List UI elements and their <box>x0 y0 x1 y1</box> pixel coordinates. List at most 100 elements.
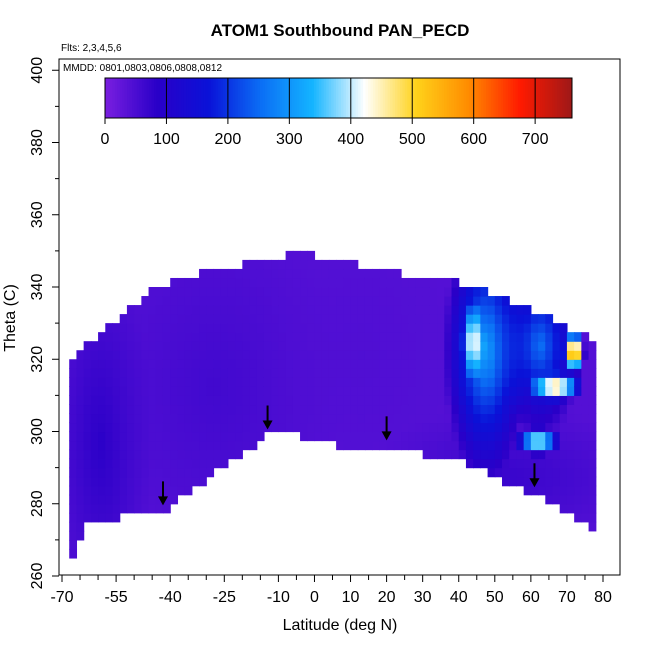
heatmap-cell <box>458 323 467 333</box>
heatmap-cell <box>170 386 179 396</box>
heatmap-cell <box>263 314 272 324</box>
heatmap-cell <box>581 485 590 496</box>
heatmap-cell <box>588 413 597 424</box>
heatmap-cell <box>415 440 424 451</box>
heatmap-cell <box>545 485 554 496</box>
heatmap-cell <box>458 440 467 451</box>
heatmap-cell <box>242 368 251 378</box>
heatmap-cell <box>343 386 352 396</box>
colorbar-swatch <box>242 78 246 118</box>
heatmap-cell <box>235 314 243 324</box>
heatmap-cell <box>321 359 330 369</box>
heatmap-cell <box>480 323 489 333</box>
heatmap-cell <box>574 494 582 505</box>
heatmap-cell <box>148 350 157 360</box>
heatmap-cell <box>574 332 582 342</box>
heatmap-cell <box>480 377 489 387</box>
heatmap-cell <box>581 377 590 387</box>
colorbar-swatch <box>222 78 226 118</box>
heatmap-cell <box>422 413 431 424</box>
heatmap-cell <box>328 332 337 342</box>
heatmap-cell <box>566 422 575 433</box>
heatmap-cell <box>545 458 554 469</box>
heatmap-cell <box>278 277 287 288</box>
heatmap-cell <box>155 458 164 469</box>
heatmap-cell <box>126 395 135 406</box>
heatmap-cell <box>134 449 142 460</box>
heatmap-cell <box>155 323 164 333</box>
heatmap-cell <box>523 350 532 360</box>
heatmap-cell <box>307 404 316 415</box>
heatmap-cell <box>141 296 150 306</box>
heatmap-cell <box>509 305 518 315</box>
flight-arrow <box>529 463 540 488</box>
colorbar-swatch <box>537 78 541 118</box>
heatmap-cell <box>220 386 229 396</box>
heatmap-cell <box>364 341 373 351</box>
heatmap-cell <box>574 449 582 460</box>
heatmap-cell <box>321 268 330 279</box>
colorbar-swatch <box>513 78 516 118</box>
heatmap-cell <box>336 314 344 324</box>
colorbar-swatch <box>540 78 544 118</box>
heatmap-cell <box>530 485 539 496</box>
heatmap-cell <box>566 485 575 496</box>
colorbar-swatch <box>481 78 485 118</box>
heatmap-cell <box>588 494 597 505</box>
heatmap-cell <box>372 422 380 433</box>
heatmap-cell <box>393 341 402 351</box>
heatmap-cell <box>278 368 287 378</box>
heatmap-cell <box>170 359 179 369</box>
flight-arrow <box>381 416 392 441</box>
colorbar-swatch <box>318 78 322 118</box>
x-tick-label: 0 <box>310 589 319 606</box>
heatmap-cell <box>429 431 438 442</box>
heatmap-cell <box>184 277 193 288</box>
heatmap-cell <box>69 458 78 469</box>
x-tick-label: 60 <box>522 589 540 606</box>
heatmap-cell <box>393 422 402 433</box>
colorbar-swatch <box>458 78 462 118</box>
heatmap-cell <box>364 277 373 288</box>
heatmap-cell <box>213 404 222 415</box>
heatmap-cell <box>465 350 474 360</box>
heatmap-cell <box>494 458 503 469</box>
heatmap-cell <box>401 332 409 342</box>
colorbar-swatch <box>321 78 325 118</box>
heatmap-cell <box>473 422 481 433</box>
heatmap-cell <box>98 422 106 433</box>
heatmap-cell <box>134 341 142 351</box>
colorbar-swatch <box>372 78 376 118</box>
heatmap-cell <box>227 287 236 297</box>
colorbar-swatch <box>414 78 418 118</box>
heatmap-cell <box>566 404 575 415</box>
colorbar-swatch <box>397 78 401 118</box>
heatmap-cell <box>379 395 388 406</box>
heatmap-cell <box>119 422 128 433</box>
heatmap-cell <box>235 413 243 424</box>
heatmap-cell <box>134 431 142 442</box>
heatmap-cell <box>314 305 323 315</box>
colorbar-tick-label: 300 <box>276 131 303 148</box>
heatmap-cell <box>162 359 171 369</box>
colorbar-swatch <box>503 78 507 118</box>
heatmap-cell <box>552 395 561 406</box>
heatmap-cell <box>76 512 85 523</box>
heatmap-cell <box>422 287 431 297</box>
heatmap-cell <box>177 323 186 333</box>
heatmap-cell <box>581 386 590 396</box>
heatmap-cell <box>422 341 431 351</box>
heatmap-cell <box>141 386 150 396</box>
heatmap-cell <box>227 386 236 396</box>
heatmap-cell <box>415 359 424 369</box>
heatmap-cell <box>588 395 597 406</box>
heatmap-cell <box>278 287 287 297</box>
x-tick-label: -40 <box>159 589 182 606</box>
heatmap-cell <box>141 431 150 442</box>
heatmap-cell <box>98 377 106 387</box>
heatmap-cell <box>516 440 525 451</box>
heatmap-cell <box>83 386 92 396</box>
heatmap-cell <box>538 314 546 324</box>
colorbar-swatch <box>299 78 303 118</box>
heatmap-cell <box>336 377 344 387</box>
